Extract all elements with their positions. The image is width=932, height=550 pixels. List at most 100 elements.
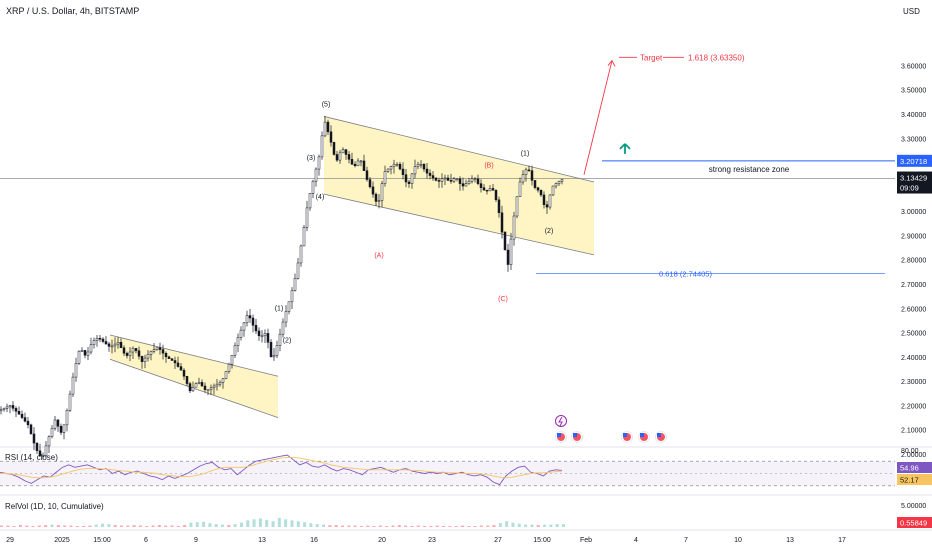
price-tick-label: 2.20000 [901,403,926,410]
relvol-bar [536,525,540,527]
rsi-title[interactable]: RSI (14, close) [5,453,58,462]
relvol-bar [189,522,193,527]
candle-body [92,340,96,345]
candle-body [500,212,504,233]
candle-body [440,178,444,182]
candle-body [245,315,249,324]
price-candles [0,116,564,460]
candle-body [218,382,222,385]
relvol-bar [265,519,269,527]
candle-body [62,424,66,433]
candle-body [470,178,474,182]
relvol-bar [284,519,288,527]
candle-body [35,442,39,452]
relvol-bar [303,522,307,527]
relvol-bar [202,521,206,527]
relvol-bar [460,525,464,527]
candle-body [404,174,408,183]
candle-body [149,351,153,355]
candle-body [446,177,450,181]
candle-body [455,178,459,181]
candle-body [428,172,432,176]
countdown-text: 09:09 [900,184,919,193]
candle-body [287,301,291,312]
wave-label: (1) [275,306,284,313]
candle-body [425,168,429,174]
candle-body [308,193,312,209]
candle-body [239,329,243,338]
candle-body [194,383,198,388]
event-icons[interactable] [555,415,667,443]
candle-body [317,156,321,170]
candle-body [11,405,15,409]
wave-label: (A) [374,252,383,259]
candle-body [167,356,171,359]
candle-body [536,187,540,191]
relvol-bar [145,526,149,527]
relvol-bar [486,525,490,527]
candle-body [530,170,534,181]
candle-body [437,180,441,182]
candle-body [548,194,552,208]
price-tick-label: 2.80000 [901,258,926,265]
relvol-bar [555,524,559,527]
relvol-bar [75,526,79,527]
time-tick-label: 9 [194,537,198,544]
price-tick-label: 2.40000 [901,355,926,362]
candle-body [200,382,204,387]
relvol-title[interactable]: RelVol (1D, 10, Cumulative) [5,502,104,511]
candle-body [122,347,126,354]
candle-body [224,371,228,379]
candle-body [221,378,225,383]
relvol-bar [126,525,130,527]
currency-label[interactable]: USD [903,7,920,16]
relvol-bar [277,517,281,527]
candle-body [257,330,261,337]
candle-body [164,352,168,358]
relvol-bar [322,524,326,527]
last-price-badge [897,171,932,194]
price-tick-label: 2.00000 [901,452,926,459]
candle-body [170,358,174,361]
time-axis[interactable]: 29 2025 15:00 6 9 13 16 20 23 27 15:00 Feb 4 7 10 13 17 [6,537,846,544]
candle-body [53,419,57,429]
price-axis[interactable]: 3.600003.500003.400003.300003.200003.100… [897,63,932,459]
time-tick-label: 23 [428,537,436,544]
candle-body [110,345,114,348]
candle-body [380,183,384,201]
candle-body [125,352,129,356]
time-tick-label: 20 [378,537,386,544]
candle-body [392,163,396,167]
candle-body [182,369,186,377]
candle-body [83,350,87,356]
candle-body [242,322,246,331]
relvol-bar [132,525,136,527]
candle-body [254,325,258,332]
relvol-bar [176,526,180,527]
us-flag-canton [623,433,627,437]
relvol-bar [391,525,395,527]
price-tick-label: 2.10000 [901,428,926,435]
candle-body [401,168,405,175]
candle-body [275,345,279,356]
candle-body [5,406,9,409]
relvol-bar [423,526,427,527]
candle-body [272,354,276,358]
price-tick-label: 2.50000 [901,331,926,338]
candle-body [128,351,132,356]
candle-body [509,238,513,265]
candle-body [173,360,177,364]
relvol-bar [31,526,35,527]
lightning-event-icon [555,415,567,427]
candle-body [44,445,48,456]
candle-body [215,383,219,387]
candle-body [527,169,531,172]
relvol-bar [448,526,452,527]
candle-body [131,348,135,353]
relvol-bar [246,520,250,527]
relvol-bar [88,525,92,527]
candle-body [332,142,336,155]
wave-labels: (5) (3) (4) (1) (2) (A) (B) (C) (1) (2) [275,102,554,345]
candle-body [458,178,462,184]
